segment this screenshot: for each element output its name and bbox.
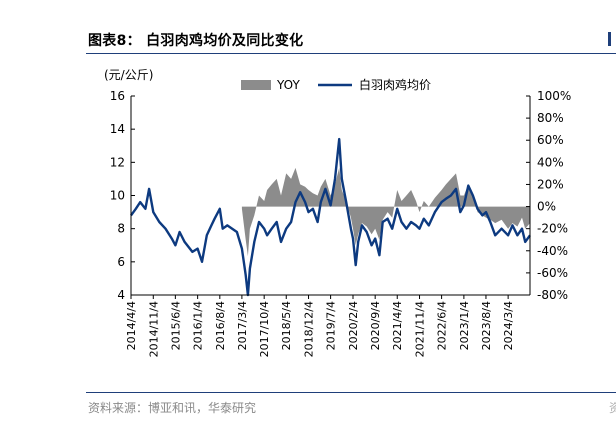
x-tick-label: 2022/6/4: [436, 301, 449, 350]
left-axis-unit: (元/公斤): [104, 68, 154, 82]
x-tick-label: 2018/12/4: [303, 301, 316, 357]
x-tick-label: 2015/6/4: [169, 301, 182, 350]
left-tick-label: 14: [110, 122, 125, 136]
right-tick-label: -20%: [537, 222, 568, 236]
left-tick-label: 8: [117, 222, 125, 236]
left-tick-label: 10: [110, 189, 125, 203]
source-note: 资料来源：博亚和讯，华泰研究: [88, 401, 257, 415]
x-tick-label: 2018/5/4: [280, 301, 293, 350]
right-tick-label: 100%: [537, 89, 571, 103]
price-line: [130, 137, 531, 297]
legend-yoy-label: YOY: [276, 78, 300, 92]
x-tick-label: 2016/8/4: [214, 301, 227, 350]
x-tick-label: 2019/7/4: [325, 301, 338, 350]
left-tick-label: 4: [117, 288, 125, 302]
left-tick-label: 16: [110, 89, 125, 103]
x-tick-label: 2017/3/4: [236, 301, 249, 350]
x-tick-label: 2020/9/4: [369, 301, 382, 350]
axes-layer: 4 6 8 10 12 14 16 -80% -60% -40% -20% 0% 20% 40% 60% 80…: [110, 89, 572, 357]
right-tick-label: -40%: [537, 244, 568, 258]
right-edge-mark: [608, 32, 611, 46]
source-rule: [86, 392, 616, 393]
x-tick-label: 2016/1/4: [192, 301, 205, 350]
right-tick-label: 0%: [537, 200, 556, 214]
price-yoy-chart: 4 6 8 10 12 14 16 -80% -60% -40% -20% 0% 20% 40% 60% 80…: [110, 77, 572, 357]
right-edge-glyph: 资: [609, 401, 616, 415]
right-tick-label: 80%: [537, 111, 564, 125]
yoy-area: [241, 167, 530, 257]
right-tick-label: 20%: [537, 177, 564, 191]
x-tick-label: 2014/11/4: [147, 301, 160, 357]
x-tick-label: 2021/11/4: [414, 301, 427, 357]
right-tick-label: -60%: [537, 266, 568, 280]
right-tick-label: -80%: [537, 288, 568, 302]
left-tick-label: 12: [110, 155, 125, 169]
x-tick-label: 2017/10/4: [258, 301, 271, 357]
yoy-series-layer: [241, 167, 530, 257]
left-tick-label: 6: [117, 255, 125, 269]
x-tick-label: 2023/8/4: [480, 301, 493, 350]
figure-title: 图表8： 白羽肉鸡均价及同比变化: [88, 33, 304, 49]
right-tick-label: 60%: [537, 133, 564, 147]
price-series-layer: [130, 137, 531, 297]
title-rule: [86, 53, 616, 54]
x-tick-label: 2023/1/4: [458, 301, 471, 350]
legend: YOY 白羽肉鸡均价: [241, 77, 431, 92]
right-tick-label: 40%: [537, 155, 564, 169]
x-tick-label: 2024/3/4: [502, 301, 515, 350]
x-tick-label: 2014/4/4: [125, 301, 138, 350]
x-tick-label: 2020/2/4: [347, 301, 360, 350]
legend-price-label: 白羽肉鸡均价: [359, 77, 431, 92]
x-tick-label: 2021/4/4: [391, 301, 404, 350]
legend-yoy-swatch: [241, 80, 271, 90]
